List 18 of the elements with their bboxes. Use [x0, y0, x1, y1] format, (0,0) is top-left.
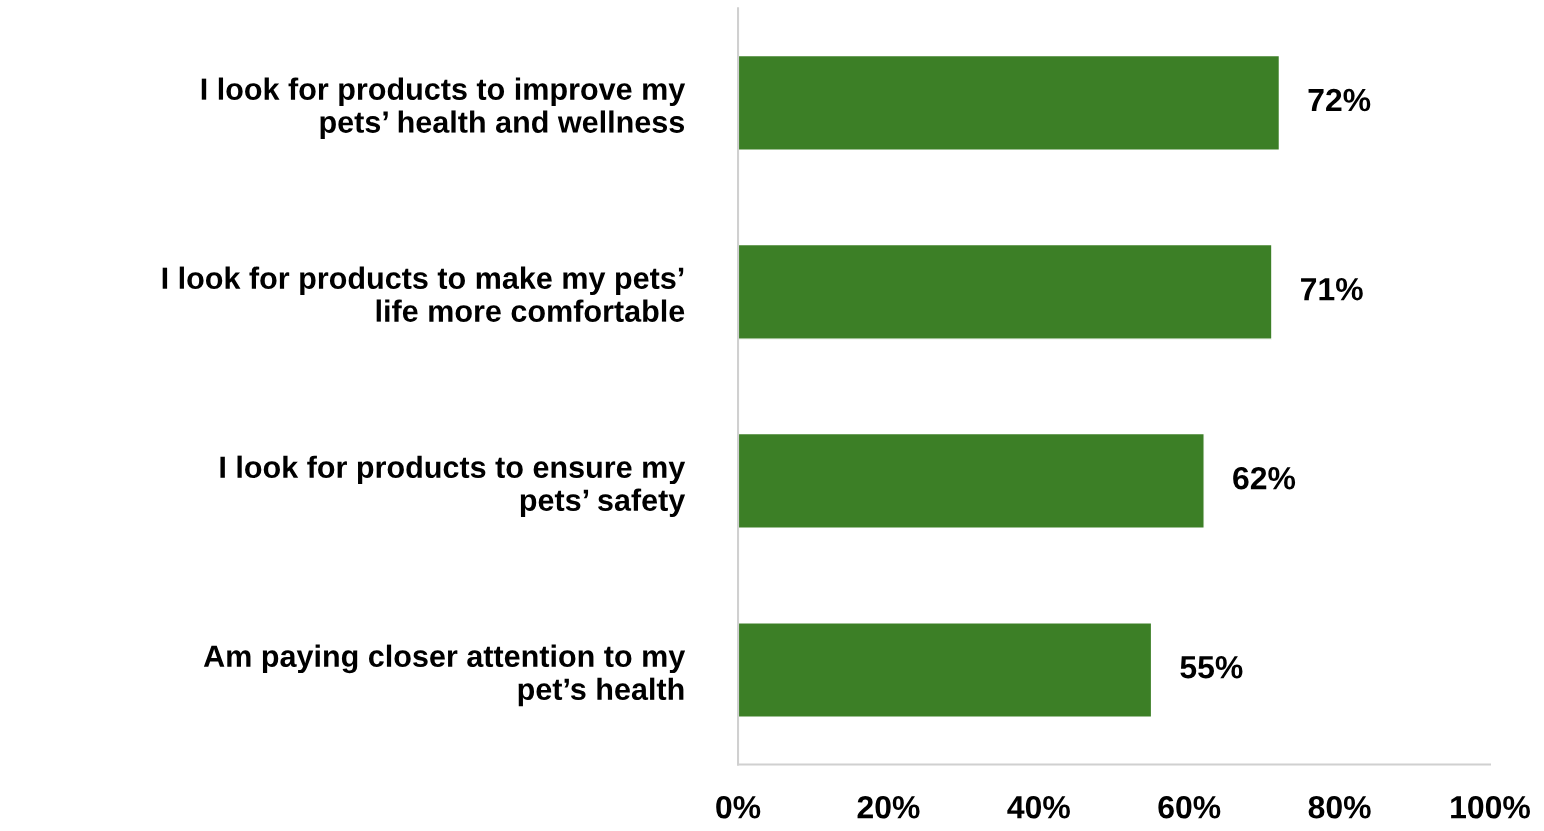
x-tick-label: 80% — [1308, 795, 1371, 819]
x-tick-label: 60% — [1158, 795, 1221, 819]
data-label: 62% — [1233, 466, 1296, 490]
data-label: 71% — [1301, 277, 1363, 301]
bar — [738, 243, 1273, 340]
data-label: 72% — [1308, 88, 1371, 112]
data-label: 55% — [1180, 656, 1243, 679]
y-tick-label: I look for products to ensure my pets’ safety — [220, 455, 686, 518]
bar — [738, 54, 1281, 151]
y-tick-label: Am paying closer attention to my pet’s health — [203, 644, 686, 707]
x-tick-label: 40% — [1007, 795, 1070, 819]
bar — [738, 432, 1205, 529]
x-tick-label: 100% — [1451, 795, 1530, 819]
y-tick-label: I look for products to make my pets’ life more comfortable — [162, 266, 685, 322]
x-tick-label: 0% — [716, 795, 761, 819]
y-tick-label: I look for products to improve my pets’ health and wellness — [201, 77, 686, 139]
bar — [738, 622, 1153, 718]
x-tick-label: 20% — [857, 795, 920, 819]
